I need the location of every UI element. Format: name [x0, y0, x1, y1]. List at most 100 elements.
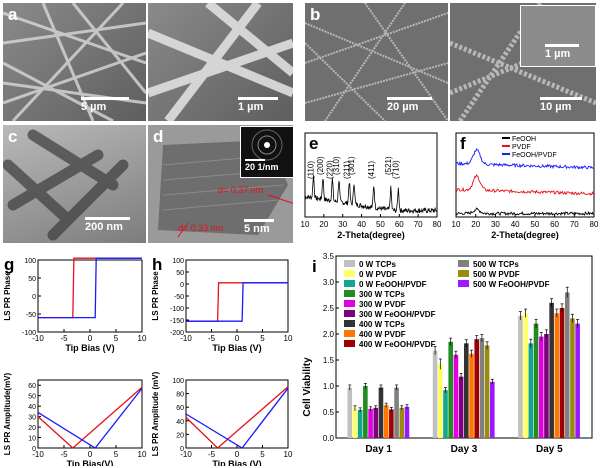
- y-tick-label: -150: [170, 318, 184, 325]
- legend-label: 0 W TCPs: [359, 260, 396, 269]
- y-tick-label: 80: [176, 392, 184, 399]
- panel-b-inset: 1 µm: [520, 5, 596, 67]
- legend-label: FeOOH: [512, 136, 536, 143]
- bar: [443, 390, 448, 438]
- peak-label: (211): [342, 161, 351, 179]
- panel-d-hrtem: 20 1/nm d d= 0.37 nm d= 0.33 nm 5 nm: [148, 125, 293, 243]
- x-axis-label: Tip Bias(V): [67, 459, 114, 466]
- peak-label: (310): [332, 156, 341, 175]
- legend-swatch: [458, 260, 469, 267]
- x-tick-label: -5: [208, 450, 216, 459]
- loop-series-line: [186, 282, 288, 322]
- x-tick-label: 10: [284, 334, 293, 343]
- scale-bar-c: 200 nm: [85, 217, 130, 233]
- legend-label: 400 W FeOOH/PVDF: [359, 340, 436, 349]
- x-tick-label: -5: [60, 334, 68, 343]
- y-tick-label: 1.0: [323, 382, 335, 391]
- y-tick-label: 0: [180, 282, 184, 289]
- panel-c-tem: c 200 nm: [3, 125, 146, 243]
- x-tick-label: 10: [138, 450, 147, 459]
- legend-label: 0 W PVDF: [359, 270, 397, 279]
- panel-i-cell-viability-chart: i 0.0 0.5 1.0 1.5 2.0 2.5 3.0 3.5 Cell Viability D…: [302, 252, 593, 455]
- d-spacing-1: d= 0.37 nm: [218, 185, 264, 195]
- bar: [438, 364, 443, 438]
- category-label: Day 3: [451, 444, 478, 455]
- y-axis-label: LS PR Amplitude (mV): [151, 371, 160, 456]
- bar: [554, 313, 560, 438]
- x-tick-label: 5: [114, 334, 119, 343]
- plot-frame: [37, 379, 143, 449]
- x-tick-label: 0: [88, 450, 93, 459]
- xrd-series-line: [455, 207, 594, 217]
- scale-bar-b3: 1 µm: [545, 44, 579, 60]
- scale-bar-d-inset: 20 1/nm: [245, 159, 279, 172]
- y-axis-label: LS PR Phase: [3, 271, 12, 321]
- bar: [549, 302, 554, 438]
- x-tick-label: 40: [511, 220, 520, 229]
- diffraction-pattern: [251, 129, 283, 161]
- x-tick-label: 30: [491, 220, 500, 229]
- x-axis-label: Tip Bias (V): [65, 343, 114, 353]
- legend-swatch: [344, 340, 355, 347]
- xrd-series-line: [455, 174, 594, 196]
- bar: [399, 407, 405, 438]
- y-axis-label: LS PR Phase: [151, 271, 160, 321]
- bar: [389, 409, 394, 438]
- bar: [373, 407, 379, 438]
- peak-label: (710): [391, 160, 400, 179]
- xrd-series-line: [455, 147, 594, 170]
- y-tick-label: 0.0: [323, 434, 335, 443]
- x-tick-label: -10: [180, 334, 192, 343]
- bar: [368, 408, 373, 438]
- fiber-texture-zoom: [148, 3, 293, 121]
- x-tick-label: -10: [180, 450, 192, 459]
- x-tick-label: 60: [550, 220, 559, 229]
- bar: [363, 386, 368, 438]
- y-tick-label: 100: [172, 258, 184, 265]
- x-tick-label: 30: [338, 220, 347, 229]
- x-tick-label: 5: [260, 450, 265, 459]
- loop-series-line: [38, 257, 142, 319]
- panel-label-i: i: [312, 257, 317, 276]
- peak-label: (200): [316, 156, 325, 175]
- x-tick-label: 0: [235, 334, 240, 343]
- y-tick-label: 1.5: [323, 356, 335, 365]
- bar: [448, 341, 453, 438]
- legend-label: 500 W PVDF: [473, 270, 520, 279]
- loop-series-line: [186, 282, 288, 322]
- y-tick-label: -50: [26, 312, 36, 319]
- panel-b-sem-right: 1 µm 10 µm: [450, 3, 596, 121]
- peak-label: (110): [306, 161, 315, 179]
- legend-swatch: [344, 260, 355, 267]
- bar: [575, 323, 580, 438]
- d-spacing-2: d= 0.33 nm: [178, 223, 224, 233]
- y-tick-label: 40: [176, 419, 184, 426]
- y-tick-label: 2.0: [323, 330, 335, 339]
- peak-label: (521): [384, 156, 393, 175]
- panel-label-g: g: [4, 255, 14, 274]
- bar: [538, 336, 544, 438]
- x-tick-label: 20: [471, 220, 480, 229]
- legend-label: 400 W TCPs: [359, 320, 405, 329]
- plot-frame: [37, 259, 143, 333]
- bar: [533, 323, 539, 438]
- legend-label: 400 W PVDF: [359, 330, 406, 339]
- plot-frame: [455, 132, 595, 218]
- x-tick-label: 20: [319, 220, 328, 229]
- bar: [347, 387, 353, 438]
- x-tick-label: -5: [60, 450, 68, 459]
- x-tick-label: -10: [32, 450, 44, 459]
- bar: [458, 376, 464, 438]
- legend-swatch: [344, 280, 355, 287]
- legend-swatch: [344, 300, 355, 307]
- legend-label: 500 W TCPs: [473, 260, 519, 269]
- peak-label: (411): [367, 161, 376, 179]
- bar: [383, 405, 389, 438]
- panel-label-b: b: [310, 5, 321, 24]
- x-axis-label: Tip Bias (V): [212, 343, 261, 353]
- panel-label-c: c: [8, 127, 18, 146]
- y-tick-label: 3.0: [323, 278, 335, 287]
